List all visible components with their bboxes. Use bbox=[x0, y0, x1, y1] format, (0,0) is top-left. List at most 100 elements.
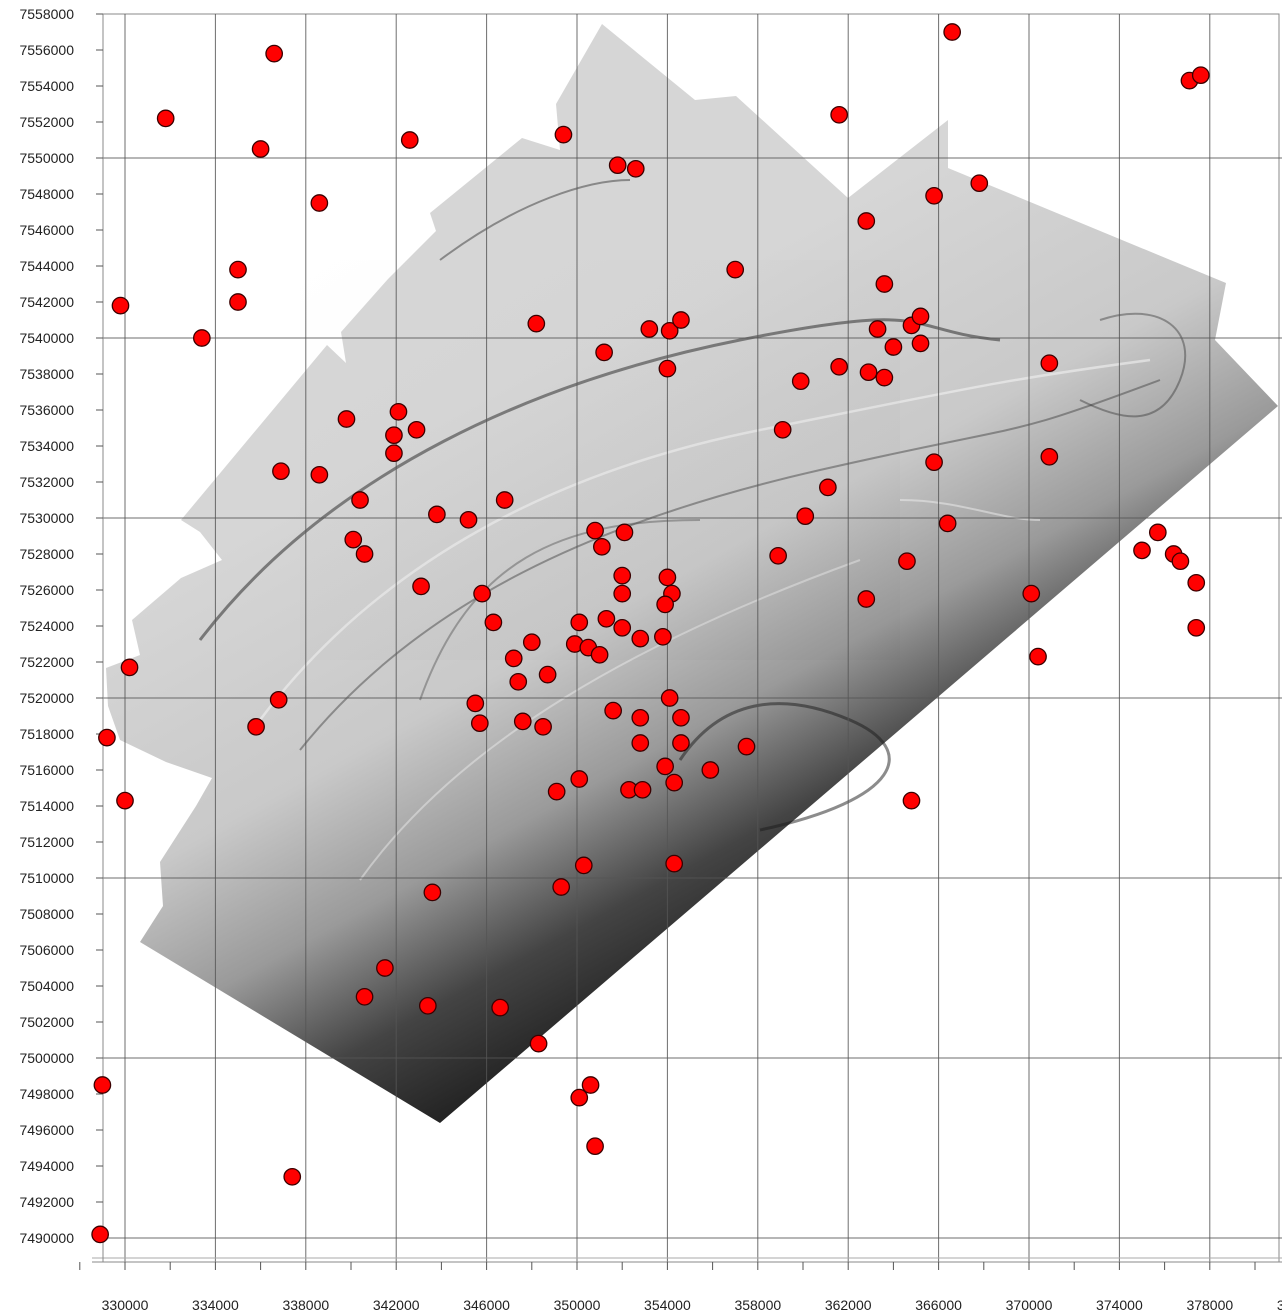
sample-point-103 bbox=[633, 780, 652, 799]
y-tick-label-18: 7526000 bbox=[19, 582, 74, 598]
x-tick-label-4: 346000 bbox=[463, 1297, 510, 1313]
sample-point-33 bbox=[875, 368, 894, 387]
relief-sheen bbox=[300, 260, 900, 660]
sample-point-82 bbox=[120, 658, 139, 677]
sample-point-74 bbox=[654, 627, 672, 646]
sample-point-152 bbox=[1171, 552, 1190, 571]
sample-point-69 bbox=[570, 613, 589, 632]
y-tick-label-13: 7516000 bbox=[19, 762, 74, 778]
y-tick-label-4: 7498000 bbox=[19, 1086, 74, 1102]
sample-point-1 bbox=[265, 44, 284, 63]
y-tick-label-30: 7550000 bbox=[19, 150, 74, 166]
sample-point-101 bbox=[547, 782, 566, 801]
sample-point-87 bbox=[247, 717, 265, 736]
sample-point-112 bbox=[418, 996, 437, 1015]
sample-point-45 bbox=[819, 478, 837, 497]
y-tick-label-1: 7492000 bbox=[19, 1194, 74, 1210]
hillshade-raster bbox=[106, 24, 1278, 1123]
sample-point-150 bbox=[1133, 541, 1151, 560]
sample-point-8 bbox=[310, 194, 329, 212]
sample-point-56 bbox=[355, 545, 374, 563]
sample-point-40 bbox=[773, 420, 792, 439]
sample-point-12 bbox=[857, 212, 876, 230]
sample-point-47 bbox=[495, 491, 514, 509]
sample-point-49 bbox=[459, 510, 478, 529]
sample-point-29 bbox=[884, 338, 903, 356]
label-layer: 330000 334000 338000 342000 346000 350000 3540… bbox=[19, 6, 1282, 1313]
sample-point-44 bbox=[310, 465, 329, 484]
x-tick-label-10: 370000 bbox=[1006, 1297, 1053, 1313]
x-tick-label-9: 366000 bbox=[915, 1297, 962, 1313]
sample-point-35 bbox=[389, 402, 408, 421]
y-tick-label-11: 7512000 bbox=[19, 834, 74, 850]
ridge-arc-9 bbox=[899, 499, 1041, 521]
sample-point-95 bbox=[631, 734, 650, 752]
y-tick-label-17: 7524000 bbox=[19, 618, 74, 634]
sample-point-62 bbox=[613, 584, 632, 603]
x-tick-label-2: 338000 bbox=[282, 1297, 329, 1313]
sample-point-30 bbox=[830, 357, 849, 376]
y-tick-label-9: 7508000 bbox=[19, 906, 74, 922]
sample-point-46 bbox=[351, 491, 369, 509]
y-tick-label-2: 7494000 bbox=[19, 1158, 74, 1174]
sample-point-114 bbox=[529, 1034, 548, 1053]
sample-point-59 bbox=[613, 566, 632, 585]
sample-point-22 bbox=[672, 311, 690, 329]
sample-point-85 bbox=[466, 694, 485, 713]
sample-point-92 bbox=[672, 708, 690, 727]
sample-point-104 bbox=[902, 791, 921, 810]
sample-point-67 bbox=[857, 590, 876, 608]
sample-point-81 bbox=[1029, 647, 1047, 666]
sample-point-113 bbox=[491, 998, 510, 1017]
sample-point-39 bbox=[385, 444, 403, 463]
x-tick-label-13: 382000 bbox=[1277, 1297, 1282, 1313]
y-tick-label-20: 7530000 bbox=[19, 510, 74, 526]
sample-point-122 bbox=[1191, 66, 1210, 85]
sample-point-52 bbox=[586, 521, 604, 540]
y-tick-label-12: 7514000 bbox=[19, 798, 74, 814]
sample-point-88 bbox=[470, 714, 489, 733]
ridge-arc-7 bbox=[439, 179, 631, 261]
y-tick-label-21: 7532000 bbox=[19, 474, 74, 490]
sample-point-7 bbox=[626, 159, 645, 178]
sample-point-48 bbox=[428, 505, 446, 524]
sample-points bbox=[91, 23, 1210, 1244]
grid-layer bbox=[103, 14, 1282, 1262]
y-tick-label-26: 7542000 bbox=[19, 294, 74, 310]
y-tick-label-0: 7490000 bbox=[19, 1230, 74, 1246]
tick-layer bbox=[79, 13, 1256, 1270]
sample-point-72 bbox=[522, 633, 541, 652]
sample-point-42 bbox=[1040, 447, 1059, 466]
sample-point-34 bbox=[1040, 354, 1059, 373]
sample-point-28 bbox=[911, 334, 930, 353]
y-tick-label-14: 7518000 bbox=[19, 726, 74, 742]
x-tick-label-0: 330000 bbox=[102, 1297, 149, 1313]
sample-point-4 bbox=[400, 131, 419, 149]
y-tick-label-34: 7558000 bbox=[19, 6, 74, 22]
sample-point-105 bbox=[116, 791, 134, 810]
sample-point-43 bbox=[272, 462, 290, 481]
y-tick-label-3: 7496000 bbox=[19, 1122, 74, 1138]
sample-point-66 bbox=[1022, 584, 1041, 603]
sample-point-90 bbox=[534, 717, 552, 736]
y-tick-label-33: 7556000 bbox=[19, 42, 74, 58]
sample-point-117 bbox=[570, 1088, 589, 1107]
sample-point-89 bbox=[513, 712, 532, 731]
sample-point-15 bbox=[111, 296, 130, 315]
y-tick-label-10: 7510000 bbox=[19, 870, 74, 886]
sample-point-32 bbox=[859, 363, 878, 382]
y-tick-label-22: 7534000 bbox=[19, 438, 74, 454]
sample-point-55 bbox=[344, 530, 363, 549]
sample-point-38 bbox=[407, 420, 426, 439]
sample-point-65 bbox=[656, 595, 674, 614]
sample-point-5 bbox=[554, 125, 573, 144]
sample-point-9 bbox=[830, 105, 849, 124]
sample-point-97 bbox=[656, 757, 674, 776]
sample-point-80 bbox=[509, 672, 528, 691]
y-tick-label-27: 7544000 bbox=[19, 258, 74, 274]
sample-point-78 bbox=[504, 649, 523, 668]
sample-point-36 bbox=[337, 410, 356, 428]
x-tick-label-6: 354000 bbox=[644, 1297, 691, 1313]
sample-point-3 bbox=[156, 109, 175, 128]
sample-point-86 bbox=[604, 701, 623, 720]
